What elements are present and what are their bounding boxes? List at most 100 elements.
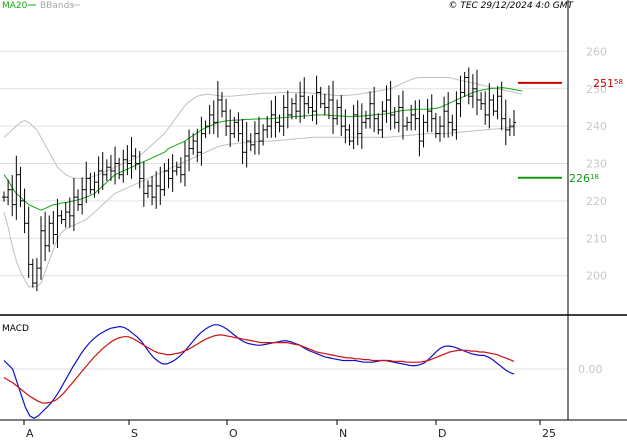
price-bar bbox=[182, 141, 187, 187]
price-bar bbox=[474, 69, 479, 116]
price-bar bbox=[384, 85, 389, 123]
resistance-decimals: 58 bbox=[614, 78, 623, 86]
price-bar bbox=[306, 95, 311, 114]
price-bar bbox=[318, 86, 323, 109]
price-bar bbox=[51, 210, 56, 245]
price-bar bbox=[63, 201, 68, 228]
price-bar bbox=[503, 99, 508, 146]
price-bar bbox=[170, 154, 175, 192]
price-bar bbox=[450, 114, 455, 137]
price-bar bbox=[413, 100, 418, 131]
price-bar bbox=[421, 114, 426, 148]
price-bar bbox=[47, 215, 52, 253]
price-bar bbox=[228, 109, 233, 148]
price-bar bbox=[351, 104, 356, 150]
price-bar bbox=[400, 90, 405, 140]
price-bar bbox=[257, 116, 261, 155]
price-bar bbox=[372, 86, 377, 133]
price-bar bbox=[491, 94, 496, 116]
price-tick-label: 250 bbox=[586, 83, 607, 96]
price-bar bbox=[178, 157, 183, 183]
price-bar bbox=[376, 113, 381, 135]
price-tick-label: 220 bbox=[586, 195, 607, 208]
price-tick-label: 210 bbox=[586, 232, 607, 245]
price-bar bbox=[34, 258, 39, 292]
price-bar bbox=[55, 199, 60, 248]
price-bar bbox=[125, 145, 130, 176]
price-bar bbox=[137, 151, 142, 189]
bbands-legend-label: BBands bbox=[40, 1, 74, 11]
price-bar bbox=[43, 211, 48, 261]
price-bar bbox=[495, 86, 500, 120]
price-bar bbox=[166, 158, 171, 189]
price-bar bbox=[392, 107, 397, 129]
price-bar bbox=[512, 110, 516, 136]
price-bar bbox=[18, 166, 23, 208]
price-bar bbox=[437, 116, 442, 142]
price-bar bbox=[326, 85, 331, 120]
price-bar bbox=[281, 95, 286, 136]
price-bar bbox=[388, 80, 393, 131]
price-bar bbox=[261, 124, 266, 146]
price-bar bbox=[359, 103, 364, 149]
price-tick-label: 230 bbox=[586, 158, 607, 171]
price-bar bbox=[14, 155, 19, 220]
price-bar bbox=[322, 93, 327, 116]
price-bar bbox=[458, 75, 463, 118]
price-bar bbox=[158, 166, 163, 205]
resistance-label: 251 bbox=[593, 77, 614, 90]
price-bar bbox=[100, 151, 105, 190]
price-bar bbox=[240, 119, 245, 164]
price-bar bbox=[265, 116, 270, 138]
price-bars bbox=[2, 67, 516, 292]
price-bar bbox=[232, 116, 237, 139]
macd-title: MACD bbox=[2, 324, 29, 334]
price-bar bbox=[207, 104, 212, 135]
price-bar bbox=[129, 136, 134, 179]
price-bar bbox=[470, 74, 475, 108]
price-bar bbox=[211, 100, 216, 135]
price-bar bbox=[26, 206, 31, 278]
source-stamp: © TEC 29/12/2024 4:0 GMT bbox=[448, 1, 574, 11]
price-bar bbox=[335, 99, 340, 125]
price-bar bbox=[433, 113, 438, 139]
price-bar bbox=[446, 92, 451, 138]
price-bar bbox=[405, 116, 410, 131]
price-bar bbox=[339, 95, 344, 136]
time-tick-label: S bbox=[131, 427, 138, 440]
price-bar bbox=[199, 116, 204, 166]
price-bar bbox=[117, 157, 122, 180]
price-bar bbox=[487, 83, 492, 129]
price-bar bbox=[10, 175, 15, 217]
price-bar bbox=[409, 104, 414, 131]
time-tick-label: N bbox=[339, 427, 347, 440]
price-bar bbox=[67, 197, 72, 228]
price-bar bbox=[499, 81, 504, 131]
price-bar bbox=[215, 80, 220, 138]
price-bar bbox=[269, 100, 274, 138]
price-bar bbox=[277, 114, 282, 133]
price-bar bbox=[248, 133, 253, 152]
price-bar bbox=[39, 216, 44, 280]
price-tick-label: 200 bbox=[586, 270, 607, 283]
price-bar bbox=[289, 98, 294, 120]
price-bar bbox=[219, 92, 224, 118]
time-tick-label: D bbox=[438, 427, 446, 440]
price-bar bbox=[396, 95, 401, 133]
price-bar bbox=[84, 161, 89, 204]
price-bar bbox=[479, 92, 484, 110]
price-bar bbox=[88, 172, 93, 195]
price-bar bbox=[483, 91, 488, 125]
price-bar bbox=[314, 75, 319, 125]
ma-legend-label: MA20 bbox=[2, 1, 28, 11]
time-tick-label: 25 bbox=[542, 427, 556, 440]
price-bar bbox=[363, 110, 368, 129]
price-bar bbox=[355, 100, 360, 146]
signal-line bbox=[3, 334, 515, 404]
price-bar bbox=[302, 77, 307, 119]
price-bar bbox=[162, 163, 167, 196]
price-bar bbox=[507, 118, 512, 137]
price-bar bbox=[145, 180, 150, 198]
price-bar bbox=[462, 71, 467, 97]
